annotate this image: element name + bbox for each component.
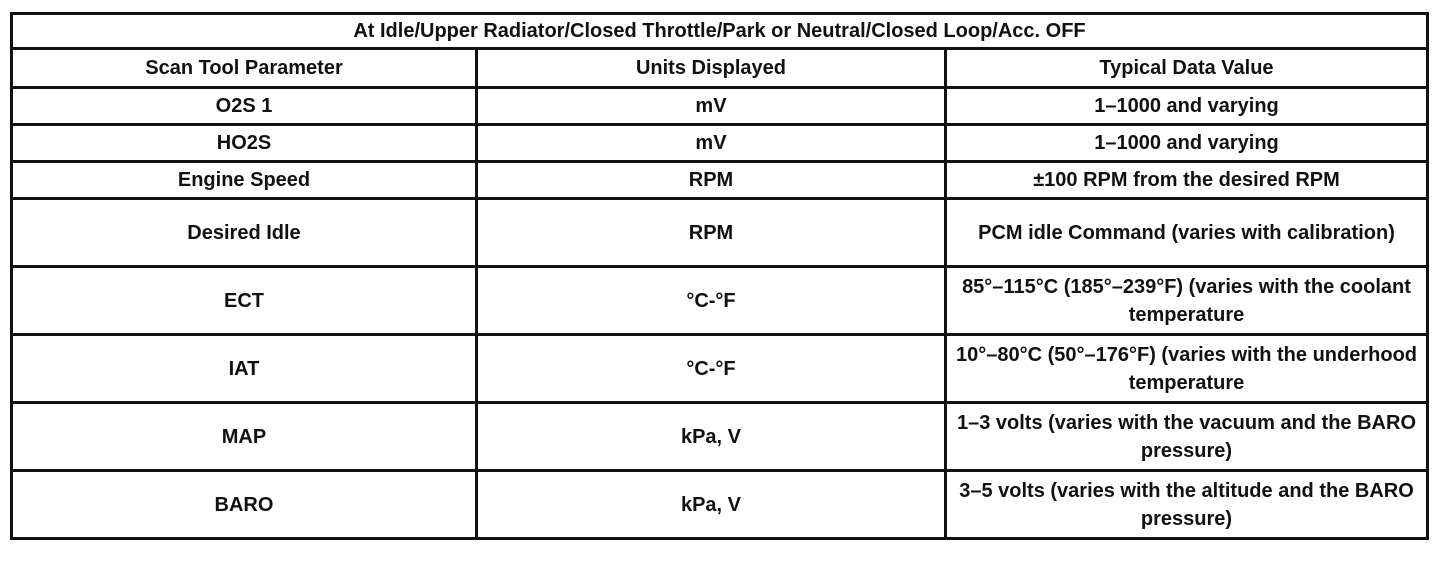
- units-cell: °C-°F: [475, 333, 947, 404]
- parameter-cell: BARO: [10, 469, 478, 540]
- value-cell: 10°–80°C (50°–176°F) (varies with the un…: [943, 333, 1430, 404]
- table-row: MAP kPa, V 1–3 volts (varies with the vacu…: [10, 401, 1430, 472]
- table-row: HO2S mV 1–1000 and varying: [10, 123, 1430, 163]
- units-cell: kPa, V: [475, 401, 947, 472]
- table-header-row: Scan Tool Parameter Units Displayed Typi…: [10, 47, 1430, 89]
- header-value: Typical Data Value: [943, 47, 1430, 89]
- value-cell: 1–3 volts (varies with the vacuum and th…: [943, 401, 1430, 472]
- table-title-row: At Idle/Upper Radiator/Closed Throttle/P…: [10, 12, 1429, 50]
- header-units: Units Displayed: [475, 47, 947, 89]
- table-row: ECT °C-°F 85°–115°C (185°–239°F) (varies w…: [10, 265, 1430, 336]
- value-cell: 1–1000 and varying: [943, 86, 1430, 126]
- parameter-cell: IAT: [10, 333, 478, 404]
- units-cell: RPM: [475, 197, 947, 268]
- parameter-cell: HO2S: [10, 123, 478, 163]
- parameter-cell: O2S 1: [10, 86, 478, 126]
- table-title: At Idle/Upper Radiator/Closed Throttle/P…: [10, 12, 1429, 50]
- value-cell: 85°–115°C (185°–239°F) (varies with the …: [943, 265, 1430, 336]
- value-cell: 1–1000 and varying: [943, 123, 1430, 163]
- value-cell: PCM idle Command (varies with calibratio…: [943, 197, 1430, 268]
- header-parameter: Scan Tool Parameter: [10, 47, 478, 89]
- units-cell: °C-°F: [475, 265, 947, 336]
- table-row: IAT °C-°F 10°–80°C (50°–176°F) (varies wit…: [10, 333, 1430, 404]
- parameter-cell: MAP: [10, 401, 478, 472]
- units-cell: kPa, V: [475, 469, 947, 540]
- value-cell: ±100 RPM from the desired RPM: [943, 160, 1430, 200]
- parameter-cell: Desired Idle: [10, 197, 478, 268]
- scan-tool-data-table: At Idle/Upper Radiator/Closed Throttle/P…: [10, 12, 1430, 540]
- units-cell: mV: [475, 123, 947, 163]
- units-cell: mV: [475, 86, 947, 126]
- value-cell: 3–5 volts (varies with the altitude and …: [943, 469, 1430, 540]
- table-row: BARO kPa, V 3–5 volts (varies with the alt…: [10, 469, 1430, 540]
- parameter-cell: ECT: [10, 265, 478, 336]
- units-cell: RPM: [475, 160, 947, 200]
- parameter-cell: Engine Speed: [10, 160, 478, 200]
- table-row: Desired Idle RPM PCM idle Command (varies …: [10, 197, 1430, 268]
- table-row: O2S 1 mV 1–1000 and varying: [10, 86, 1430, 126]
- table-row: Engine Speed RPM ±100 RPM from the desired…: [10, 160, 1430, 200]
